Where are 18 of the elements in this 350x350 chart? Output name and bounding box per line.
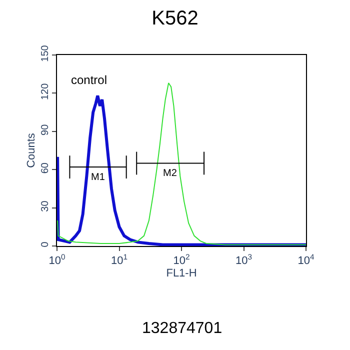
x-axis-title: FL1-H (166, 267, 197, 280)
chart-title: K562 (152, 8, 198, 30)
y-tick-label: 30 (40, 200, 51, 212)
legend-label: M1 (91, 172, 106, 183)
y-tick-label: 60 (40, 162, 51, 174)
y-tick-label: 120 (40, 82, 51, 100)
y-tick-label: 90 (40, 124, 51, 136)
series-label: M2 (163, 168, 178, 179)
x-tick-label: 10$^{1}$ (110, 252, 128, 268)
x-tick-label: 10$^{0}$ (48, 252, 66, 268)
y-axis-title: Counts (26, 132, 38, 168)
text: 132874701 (142, 320, 222, 337)
y-tick-label: 0 (40, 241, 51, 248)
x-tick-label: 10$^{3}$ (235, 252, 252, 268)
y-tick-label: 150 (40, 44, 51, 62)
x-tick-label: 10$^{4}$ (298, 252, 315, 268)
x-tick-label: 10$^{2}$ (173, 252, 190, 268)
annotation: control (71, 73, 108, 87)
